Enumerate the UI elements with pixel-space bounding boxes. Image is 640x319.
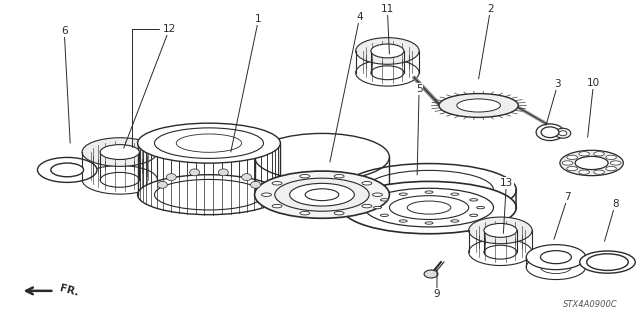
Ellipse shape: [251, 181, 260, 188]
Ellipse shape: [594, 152, 604, 156]
Ellipse shape: [580, 251, 636, 273]
Ellipse shape: [334, 211, 344, 215]
Ellipse shape: [371, 44, 404, 58]
Ellipse shape: [300, 211, 310, 215]
Ellipse shape: [362, 182, 372, 185]
Text: STX4A0900C: STX4A0900C: [563, 300, 618, 309]
Text: 8: 8: [605, 199, 619, 241]
Text: 1: 1: [231, 14, 262, 152]
Ellipse shape: [380, 199, 388, 201]
Ellipse shape: [356, 38, 419, 64]
Ellipse shape: [275, 178, 369, 211]
Ellipse shape: [470, 199, 477, 201]
Ellipse shape: [100, 145, 140, 160]
Ellipse shape: [154, 179, 264, 210]
Ellipse shape: [562, 161, 573, 165]
Ellipse shape: [290, 183, 355, 206]
Ellipse shape: [484, 223, 517, 237]
Ellipse shape: [372, 193, 383, 197]
Ellipse shape: [611, 161, 621, 165]
Ellipse shape: [342, 182, 516, 234]
Ellipse shape: [305, 189, 339, 201]
Text: 7: 7: [554, 192, 571, 239]
Ellipse shape: [579, 170, 589, 174]
Ellipse shape: [374, 206, 381, 209]
Text: 11: 11: [381, 4, 394, 54]
Ellipse shape: [38, 157, 97, 182]
Ellipse shape: [138, 123, 280, 163]
Text: 9: 9: [434, 269, 440, 299]
Text: FR.: FR.: [58, 284, 79, 298]
Ellipse shape: [262, 193, 271, 197]
Ellipse shape: [138, 175, 280, 215]
Ellipse shape: [560, 150, 623, 176]
Ellipse shape: [439, 93, 518, 117]
Text: 10: 10: [587, 78, 600, 137]
Text: 6: 6: [61, 26, 70, 143]
Ellipse shape: [425, 191, 433, 193]
Ellipse shape: [218, 169, 228, 176]
Ellipse shape: [407, 201, 451, 214]
Ellipse shape: [451, 220, 459, 222]
Ellipse shape: [425, 222, 433, 224]
Ellipse shape: [365, 188, 493, 227]
Ellipse shape: [587, 254, 628, 271]
Ellipse shape: [575, 156, 608, 170]
Ellipse shape: [300, 174, 310, 178]
Ellipse shape: [567, 167, 577, 171]
Ellipse shape: [399, 193, 407, 195]
Ellipse shape: [540, 251, 572, 263]
Text: 3: 3: [546, 79, 561, 125]
Ellipse shape: [594, 170, 604, 174]
Text: 12: 12: [132, 24, 176, 147]
Ellipse shape: [526, 245, 586, 270]
Ellipse shape: [399, 220, 407, 222]
Ellipse shape: [579, 152, 589, 156]
Ellipse shape: [166, 174, 176, 181]
Text: 12: 12: [124, 24, 176, 148]
Ellipse shape: [389, 196, 468, 219]
Ellipse shape: [477, 206, 484, 209]
Ellipse shape: [541, 127, 559, 137]
Ellipse shape: [154, 128, 264, 159]
Ellipse shape: [255, 171, 389, 218]
Ellipse shape: [559, 131, 567, 136]
Ellipse shape: [457, 99, 500, 112]
Ellipse shape: [606, 167, 616, 171]
Ellipse shape: [334, 174, 344, 178]
Ellipse shape: [451, 193, 459, 195]
Text: 13: 13: [500, 178, 513, 234]
Text: 2: 2: [479, 4, 494, 79]
Ellipse shape: [555, 128, 571, 138]
Ellipse shape: [242, 174, 252, 181]
Ellipse shape: [606, 155, 616, 160]
Ellipse shape: [82, 138, 157, 167]
Ellipse shape: [424, 270, 438, 278]
Ellipse shape: [272, 182, 282, 185]
Ellipse shape: [380, 214, 388, 217]
Ellipse shape: [536, 124, 564, 141]
Ellipse shape: [157, 181, 167, 188]
Ellipse shape: [189, 169, 200, 176]
Ellipse shape: [272, 204, 282, 208]
Ellipse shape: [567, 155, 577, 160]
Ellipse shape: [470, 214, 477, 217]
Ellipse shape: [468, 217, 532, 244]
Text: 4: 4: [330, 12, 363, 162]
Text: 5: 5: [416, 84, 422, 175]
Ellipse shape: [51, 163, 84, 177]
Ellipse shape: [362, 204, 372, 208]
